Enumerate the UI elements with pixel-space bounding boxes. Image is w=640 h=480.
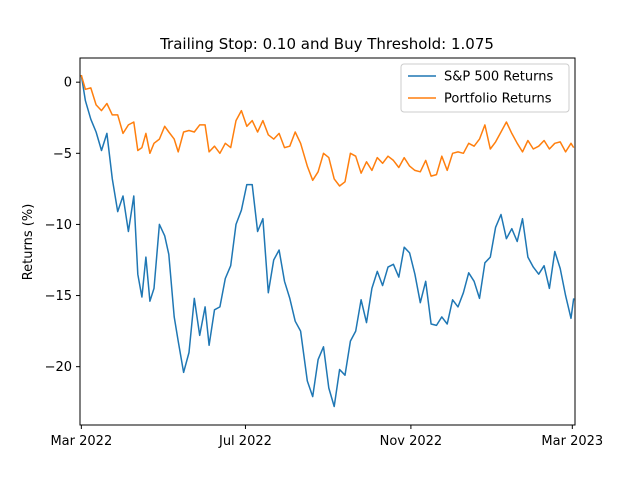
x-tick-label: Nov 2022 (380, 434, 443, 449)
y-axis-label: Returns (%) (21, 204, 36, 281)
x-tick-label: Jul 2022 (218, 434, 272, 449)
axes-frame (79, 57, 576, 426)
y-tick-label: −20 (45, 360, 72, 375)
plot-area (80, 74, 575, 408)
legend-label-sp500: S&P 500 Returns (444, 70, 553, 85)
legend-box (400, 63, 570, 113)
chart-title: Trailing Stop: 0.10 and Buy Threshold: 1… (159, 35, 494, 53)
y-tick-label: 0 (64, 76, 72, 91)
series-line-sp500 (80, 74, 575, 408)
x-axis: Mar 2022 Jul 2022 Nov 2022 Mar 2023 (50, 425, 603, 449)
x-tick-label: Mar 2023 (541, 434, 603, 449)
x-tick-label: Mar 2022 (50, 434, 112, 449)
y-axis: 0 −5 −10 −15 −20 (45, 76, 80, 375)
y-tick-label: −5 (53, 147, 72, 162)
y-tick-label: −10 (45, 218, 72, 233)
series-line-portfolio (80, 74, 575, 187)
legend: S&P 500 Returns Portfolio Returns (400, 63, 570, 113)
y-tick-label: −15 (45, 289, 72, 304)
legend-label-portfolio: Portfolio Returns (444, 92, 552, 107)
